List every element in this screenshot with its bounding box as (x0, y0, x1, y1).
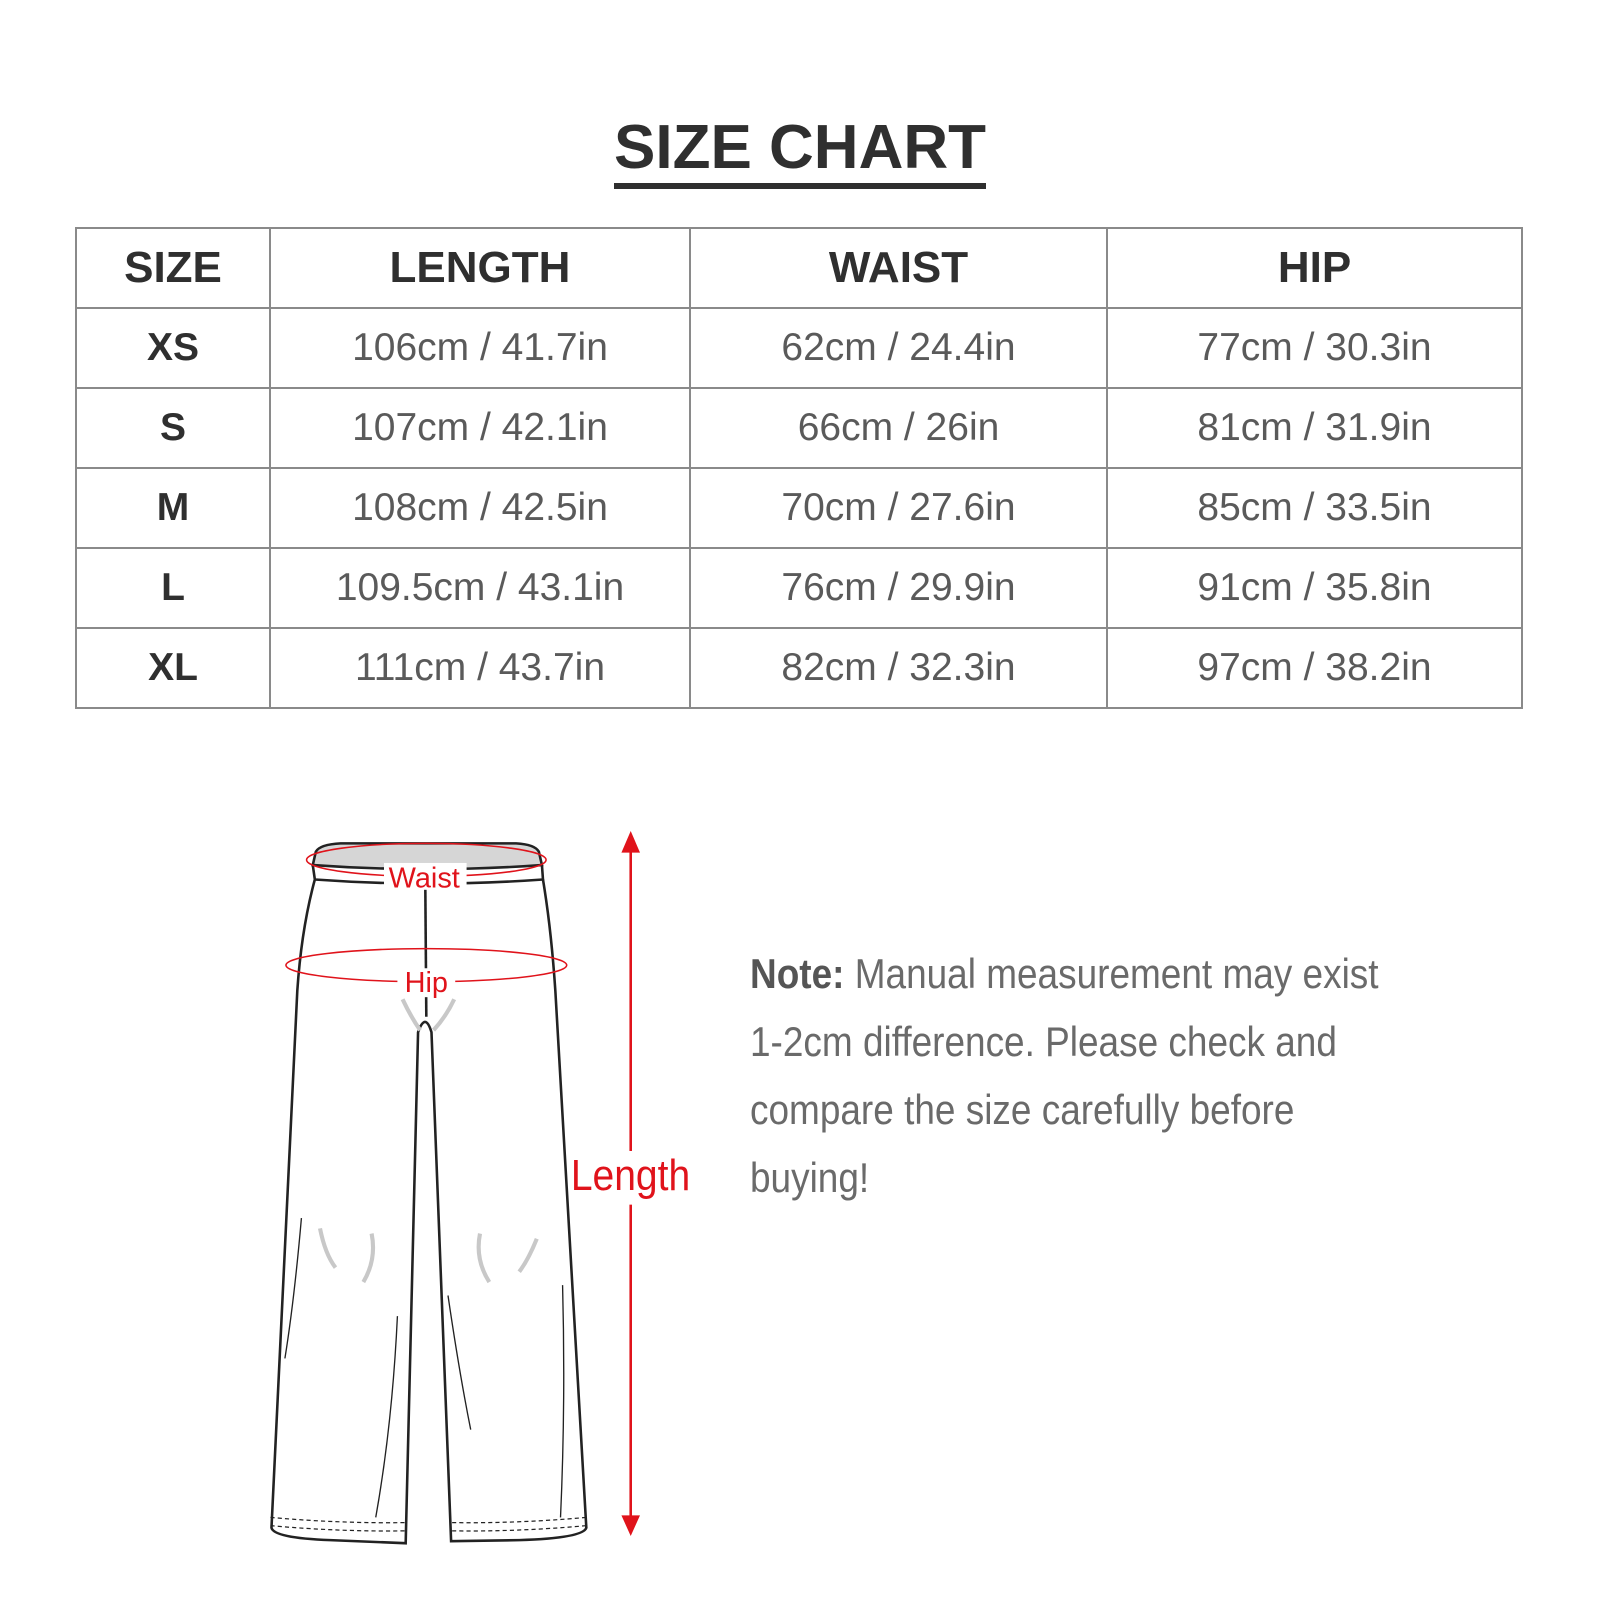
length-cell: 106cm / 41.7in (269, 307, 691, 389)
page-title: SIZE CHART (0, 112, 1600, 189)
size-cell: S (75, 387, 271, 469)
header-size: SIZE (75, 227, 271, 309)
table-row: XL 111cm / 43.7in 82cm / 32.3in 97cm / 38.2… (75, 627, 1523, 709)
hip-cell: 81cm / 31.9in (1106, 387, 1523, 469)
size-cell: L (75, 547, 271, 629)
waist-label: Waist (389, 863, 460, 895)
hip-label: Hip (405, 967, 448, 999)
waist-cell: 82cm / 32.3in (689, 627, 1108, 709)
header-length: LENGTH (269, 227, 691, 309)
table-header-row: SIZE LENGTH WAIST HIP (75, 227, 1523, 309)
length-label: Length (571, 1151, 690, 1199)
waist-cell: 62cm / 24.4in (689, 307, 1108, 389)
table-row: L 109.5cm / 43.1in 76cm / 29.9in 91cm / 35.… (75, 547, 1523, 629)
length-cell: 108cm / 42.5in (269, 467, 691, 549)
header-hip: HIP (1106, 227, 1523, 309)
pants-illustration (270, 842, 588, 1545)
hip-cell: 77cm / 30.3in (1106, 307, 1523, 389)
size-cell: XS (75, 307, 271, 389)
table-row: S 107cm / 42.1in 66cm / 26in 81cm / 31.9in (75, 387, 1523, 469)
length-cell: 109.5cm / 43.1in (269, 547, 691, 629)
waist-cell: 76cm / 29.9in (689, 547, 1108, 629)
length-cell: 107cm / 42.1in (269, 387, 691, 469)
waist-cell: 66cm / 26in (689, 387, 1108, 469)
hip-cell: 91cm / 35.8in (1106, 547, 1523, 629)
note-label: Note: (750, 950, 845, 997)
header-waist: WAIST (689, 227, 1108, 309)
size-table: SIZE LENGTH WAIST HIP XS 106cm / 41.7in 62… (75, 227, 1523, 709)
size-cell: M (75, 467, 271, 549)
waist-cell: 70cm / 27.6in (689, 467, 1108, 549)
measurement-note: Note: Manual measurement may exist 1-2cm… (750, 940, 1401, 1212)
size-cell: XL (75, 627, 271, 709)
note-text: Manual measurement may exist 1-2cm diffe… (750, 950, 1379, 1201)
length-cell: 111cm / 43.7in (269, 627, 691, 709)
table-row: M 108cm / 42.5in 70cm / 27.6in 85cm / 33.5i… (75, 467, 1523, 549)
table-row: XS 106cm / 41.7in 62cm / 24.4in 77cm / 30.3… (75, 307, 1523, 389)
hip-cell: 85cm / 33.5in (1106, 467, 1523, 549)
hip-cell: 97cm / 38.2in (1106, 627, 1523, 709)
